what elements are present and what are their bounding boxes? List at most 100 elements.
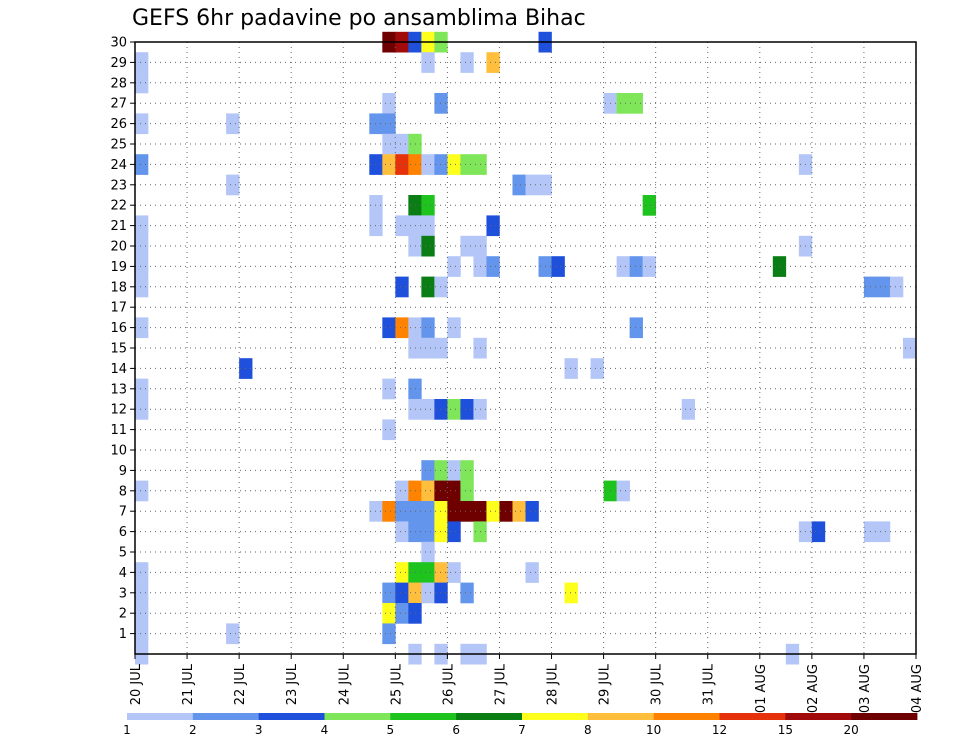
heatmap-cell <box>434 480 448 502</box>
heatmap-cell <box>135 215 149 237</box>
colorbar-swatch <box>192 713 260 720</box>
heatmap-cell <box>421 501 435 522</box>
heatmap-cell <box>395 501 409 522</box>
heatmap-cell <box>590 358 604 379</box>
y-tick-label: 10 <box>110 444 127 459</box>
x-tick-label: 24 JUL <box>337 663 352 705</box>
y-tick-label: 15 <box>110 342 127 357</box>
heatmap-cell <box>382 501 396 522</box>
heatmap-cell <box>876 276 891 298</box>
x-tick-label: 03 AUG <box>858 664 873 713</box>
y-tick-label: 2 <box>119 607 127 622</box>
heatmap-cell <box>447 317 461 339</box>
heatmap-cell <box>135 72 149 94</box>
x-tick-label: 04 AUG <box>910 664 925 713</box>
y-tick-label: 7 <box>119 505 127 520</box>
y-tick-label: 5 <box>119 546 127 561</box>
y-tick-label: 18 <box>110 280 127 295</box>
heatmap-cell <box>525 501 539 522</box>
heatmap-cell <box>382 582 396 604</box>
heatmap-cell <box>135 113 149 135</box>
heatmap-cell <box>564 582 578 604</box>
colorbar-swatch <box>258 713 325 720</box>
y-tick-label: 19 <box>110 260 127 275</box>
heatmap-cell <box>434 93 448 114</box>
colorbar-swatch <box>785 713 852 720</box>
heatmap-cell <box>486 215 500 237</box>
y-tick-label: 11 <box>110 423 127 438</box>
y-tick-label: 25 <box>110 138 127 153</box>
heatmap-cell <box>447 521 461 543</box>
heatmap-cell <box>564 358 578 379</box>
heatmap-cell <box>447 501 461 522</box>
heatmap-cell <box>395 582 409 604</box>
heatmap-cell <box>616 256 630 277</box>
heatmap-cell <box>460 480 474 502</box>
heatmap-cell <box>421 195 435 216</box>
heatmap-cell <box>382 133 396 155</box>
heatmap-cell <box>434 337 448 359</box>
heatmap-cell <box>226 113 240 135</box>
colorbar-label: 3 <box>255 723 263 737</box>
heatmap-cell <box>447 562 461 583</box>
heatmap-cell <box>395 215 409 237</box>
colorbar-label: 12 <box>712 723 727 737</box>
heatmap-cell <box>395 521 409 543</box>
heatmap-cell <box>382 623 396 645</box>
heatmap-cell <box>395 480 409 502</box>
heatmap-cell <box>421 460 435 481</box>
y-tick-label: 30 <box>110 36 127 51</box>
y-tick-label: 16 <box>110 321 127 336</box>
heatmap-cell <box>447 460 461 481</box>
heatmap-cell <box>460 582 474 604</box>
y-tick-label: 26 <box>110 117 127 132</box>
heatmap-cell <box>642 195 656 216</box>
heatmap-cell <box>681 399 696 420</box>
colorbar-label: 15 <box>778 723 793 737</box>
heatmap-cell <box>525 174 539 196</box>
heatmap-cell <box>135 562 149 583</box>
heatmap-cell <box>135 154 149 175</box>
heatmap-cell <box>486 256 500 277</box>
heatmap-cell <box>486 52 500 73</box>
heatmap-cell <box>382 154 396 175</box>
y-tick-label: 21 <box>110 219 127 234</box>
heatmap-cell <box>135 378 149 400</box>
x-tick-label: 23 JUL <box>285 663 300 705</box>
y-tick-label: 14 <box>110 362 127 377</box>
heatmap-cell <box>460 235 474 257</box>
heatmap-cell <box>421 52 435 73</box>
colorbar-label: 2 <box>189 723 197 737</box>
heatmap-cell <box>395 603 409 624</box>
x-tick-label: 31 JUL <box>702 663 717 705</box>
heatmap-cell <box>135 623 149 645</box>
colorbar-label: 20 <box>844 723 859 737</box>
heatmap-cell <box>382 419 396 441</box>
x-tick-label: 26 JUL <box>441 663 456 705</box>
y-tick-label: 28 <box>110 76 127 91</box>
heatmap-cell <box>421 399 435 420</box>
heatmap-cell <box>421 480 435 502</box>
y-tick-label: 13 <box>110 382 127 397</box>
colorbar-swatch <box>456 713 523 720</box>
heatmap-cell <box>512 174 526 196</box>
colorbar-swatch <box>390 713 457 720</box>
heatmap-cell <box>421 317 435 339</box>
heatmap-cell <box>460 460 474 481</box>
x-tick-label: 21 JUL <box>181 663 196 705</box>
heatmap-cell <box>421 154 435 175</box>
colorbar-label: 8 <box>584 723 592 737</box>
x-tick-label: 30 JUL <box>650 663 665 705</box>
y-tick-label: 20 <box>110 240 127 255</box>
heatmap-cell <box>629 93 643 114</box>
heatmap-cell <box>395 154 409 175</box>
heatmap-cell <box>629 317 643 339</box>
heatmap-cell <box>811 521 826 543</box>
heatmap-cell <box>382 93 396 114</box>
heatmap-cell <box>135 603 149 624</box>
heatmap-cell <box>772 256 787 277</box>
heatmap-cell <box>460 154 474 175</box>
colorbar-label: 1 <box>123 723 131 737</box>
colorbar-swatch <box>653 713 720 720</box>
y-tick-label: 27 <box>110 97 127 112</box>
